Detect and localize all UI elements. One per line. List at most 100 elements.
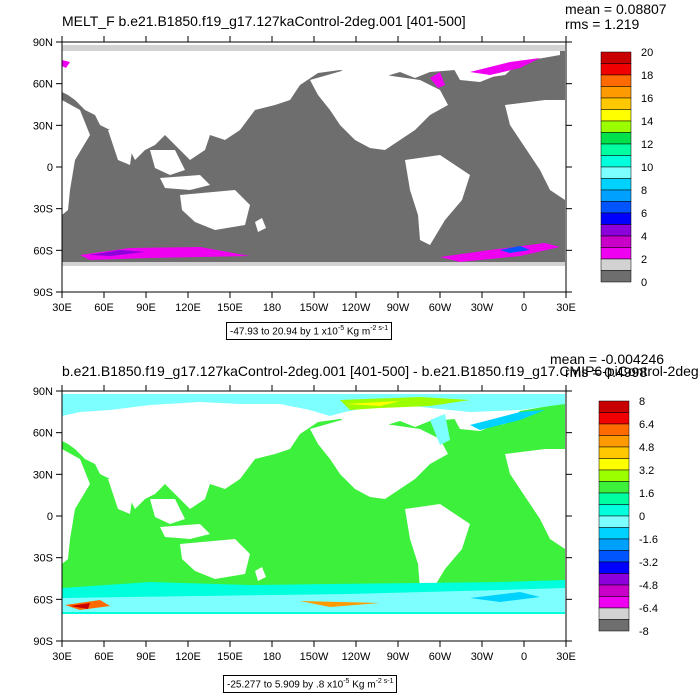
panel1-colorbar-label: 2 <box>641 254 647 266</box>
panel2-lat-label: 30S <box>33 553 53 565</box>
panel1-lon-label: 120E <box>175 302 201 314</box>
panel2-colorbar: 8 6.4 4.8 3.2 1.6 0 -1.6 -3.2 -4.8 -6.4 -8 <box>598 396 658 638</box>
panel2-colorbar-label: -3.2 <box>639 557 658 569</box>
panel2-colorbar-label: 6.4 <box>639 419 654 431</box>
panel2-lon-label: 150E <box>217 651 243 663</box>
panel2-range-box: -25.277 to 5.909 by .8 x10-5 Kg m-2 s-1 <box>223 675 398 694</box>
panel2-lat-label: 30N <box>33 469 53 481</box>
panel2-lon-label: 150W <box>300 651 329 663</box>
panel2-colorbar-label: 1.6 <box>639 488 654 500</box>
panel2-colorbar-box <box>598 458 630 471</box>
panel1-lon-label: 120W <box>342 302 371 314</box>
panel1-colorbar-label: 12 <box>641 139 653 151</box>
panel2-colorbar-box <box>598 573 630 586</box>
panel2-range-units-exp: -2 s-1 <box>375 678 394 685</box>
panel1-lat-label: 60S <box>33 245 53 257</box>
panel2-colorbar-label: 4.8 <box>639 442 654 454</box>
panel1-antarctic <box>62 242 565 291</box>
panel1-range-exp: -5 <box>337 325 345 332</box>
panel1-lon-label: 60E <box>94 302 114 314</box>
panel2-colorbar-label: -1.6 <box>639 534 658 546</box>
panel2-colorbar-label: 8 <box>639 396 645 408</box>
panel1-colorbar-box <box>600 270 632 283</box>
panel2-lon-label: 90W <box>387 651 410 663</box>
panel2-colorbar-label: -8 <box>639 626 649 638</box>
panel1-mean: mean = 0.08807 <box>565 1 667 17</box>
panel2-colorbar-box <box>598 492 630 505</box>
panel2-colorbar-box <box>598 596 630 609</box>
panel2-colorbar-label: 3.2 <box>639 465 654 477</box>
panel1-land <box>62 45 565 245</box>
panel2-colorbar-box <box>598 550 630 563</box>
panel1-range-units: Kg m <box>344 326 371 338</box>
panel2-lat-label: 0 <box>47 511 53 523</box>
panel2-colorbar-box <box>598 584 630 597</box>
panel2-colorbar-box <box>598 607 630 620</box>
panel2-land <box>62 394 565 594</box>
panel1-range-units-exp: -2 s-1 <box>370 325 389 332</box>
panel2-lat-label: 60S <box>33 594 53 606</box>
panel2-colorbar-box <box>598 619 630 632</box>
panel1-lon-label: 30E <box>52 302 72 314</box>
panel2-lon-label: 120E <box>175 651 201 663</box>
panel1-lat-label: 0 <box>47 162 53 174</box>
panel1-colorbar-label: 4 <box>641 231 647 243</box>
panel2-colorbar-box <box>598 561 630 574</box>
panel2-lon-label: 30W <box>471 651 494 663</box>
panel1-lon-label: 30E <box>556 302 576 314</box>
panel2-lat-label: 90N <box>33 386 53 398</box>
panel1-lon-label: 90W <box>387 302 410 314</box>
panel2-mean: mean = -0.004246 <box>550 351 665 367</box>
panel2-colorbar-box <box>598 504 630 517</box>
panel2-range-exp: -5 <box>343 678 350 685</box>
panel1-lon-label: 150W <box>300 302 329 314</box>
panel1-colorbar-label: 14 <box>641 116 653 128</box>
panel2-colorbar-label: 0 <box>639 511 645 523</box>
panel2-lon-label: 30E <box>556 651 576 663</box>
panel1-colorbar-label: 18 <box>641 70 653 82</box>
panel2-range-units: Kg m <box>349 679 376 691</box>
panel1-lon-label: 90E <box>136 302 156 314</box>
panel1-colorbar-label: 20 <box>641 47 653 59</box>
panel1-lat-label: 90S <box>33 287 53 299</box>
panel2-colorbar-box <box>598 481 630 494</box>
panel2-arctic-band <box>62 394 565 445</box>
panel2-lon-label: 180 <box>263 651 281 663</box>
panel1-title: MELT_F b.e21.B1850.f19_g17.127kaControl-… <box>62 13 466 29</box>
panel2-colorbar-box <box>598 423 630 436</box>
panel2-colorbar-label: -6.4 <box>639 603 658 615</box>
panel1-lon-label: 150E <box>217 302 243 314</box>
panel2-lat-label: 90S <box>33 636 53 648</box>
panel1-arctic-melt <box>62 45 565 88</box>
panel2-colorbar-box <box>598 527 630 540</box>
panel1-lon-label: 0 <box>521 302 527 314</box>
panel1-colorbar-label: 10 <box>641 162 653 174</box>
panel1-rms: rms = 1.219 <box>565 16 640 32</box>
panel1-lat-label: 30N <box>33 120 53 132</box>
panel1-lon-label: 180 <box>263 302 281 314</box>
panel1-lat-label: 90N <box>33 37 53 49</box>
panel2-lon-label: 60E <box>94 651 114 663</box>
panel2-colorbar-box <box>598 435 630 448</box>
panel1-colorbar-label: 0 <box>641 277 647 289</box>
panel2-colorbar-label: -4.8 <box>639 580 658 592</box>
panel2-lon-label: 0 <box>521 651 527 663</box>
panel2-title: b.e21.B1850.f19_g17.127kaControl-2deg.00… <box>62 363 700 379</box>
panel1-lon-label: 30W <box>471 302 494 314</box>
panel2-colorbar-box <box>598 515 630 528</box>
panel1-range-box: -47.93 to 20.94 by 1 x10-5 Kg m-2 s-1 <box>226 322 393 341</box>
panel1-lat-label: 30S <box>33 204 53 216</box>
panel2-lon-label: 30E <box>52 651 72 663</box>
panel2-colorbar-box <box>598 538 630 551</box>
panel2-lon-label: 120W <box>342 651 371 663</box>
panel2-rms: rms = 0.4998 <box>565 364 648 380</box>
panel1-colorbar-label: 8 <box>641 185 647 197</box>
panel2-colorbar-box <box>598 469 630 482</box>
panel1-lat-label: 60N <box>33 79 53 91</box>
panel2-lon-label: 60W <box>429 651 452 663</box>
panel2-lat-label: 60N <box>33 428 53 440</box>
panel2-colorbar-box <box>598 446 630 459</box>
panel2-antarctic <box>62 580 565 639</box>
